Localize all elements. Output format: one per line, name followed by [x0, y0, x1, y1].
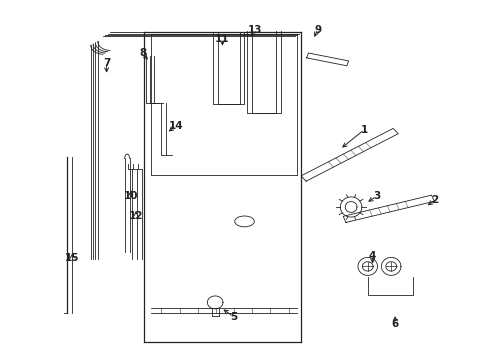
Text: 13: 13: [247, 24, 262, 35]
Text: 7: 7: [102, 58, 110, 68]
Text: 9: 9: [314, 24, 321, 35]
Text: 1: 1: [360, 125, 367, 135]
Text: 14: 14: [168, 121, 183, 131]
Text: 3: 3: [372, 191, 379, 201]
Text: 11: 11: [215, 34, 229, 44]
Text: 4: 4: [368, 251, 376, 261]
Text: 2: 2: [431, 195, 438, 205]
Text: 8: 8: [139, 48, 146, 58]
Text: 12: 12: [128, 211, 143, 221]
Text: 10: 10: [123, 191, 138, 201]
Text: 6: 6: [391, 319, 398, 329]
Text: 5: 5: [230, 312, 237, 322]
Text: 15: 15: [65, 253, 80, 264]
